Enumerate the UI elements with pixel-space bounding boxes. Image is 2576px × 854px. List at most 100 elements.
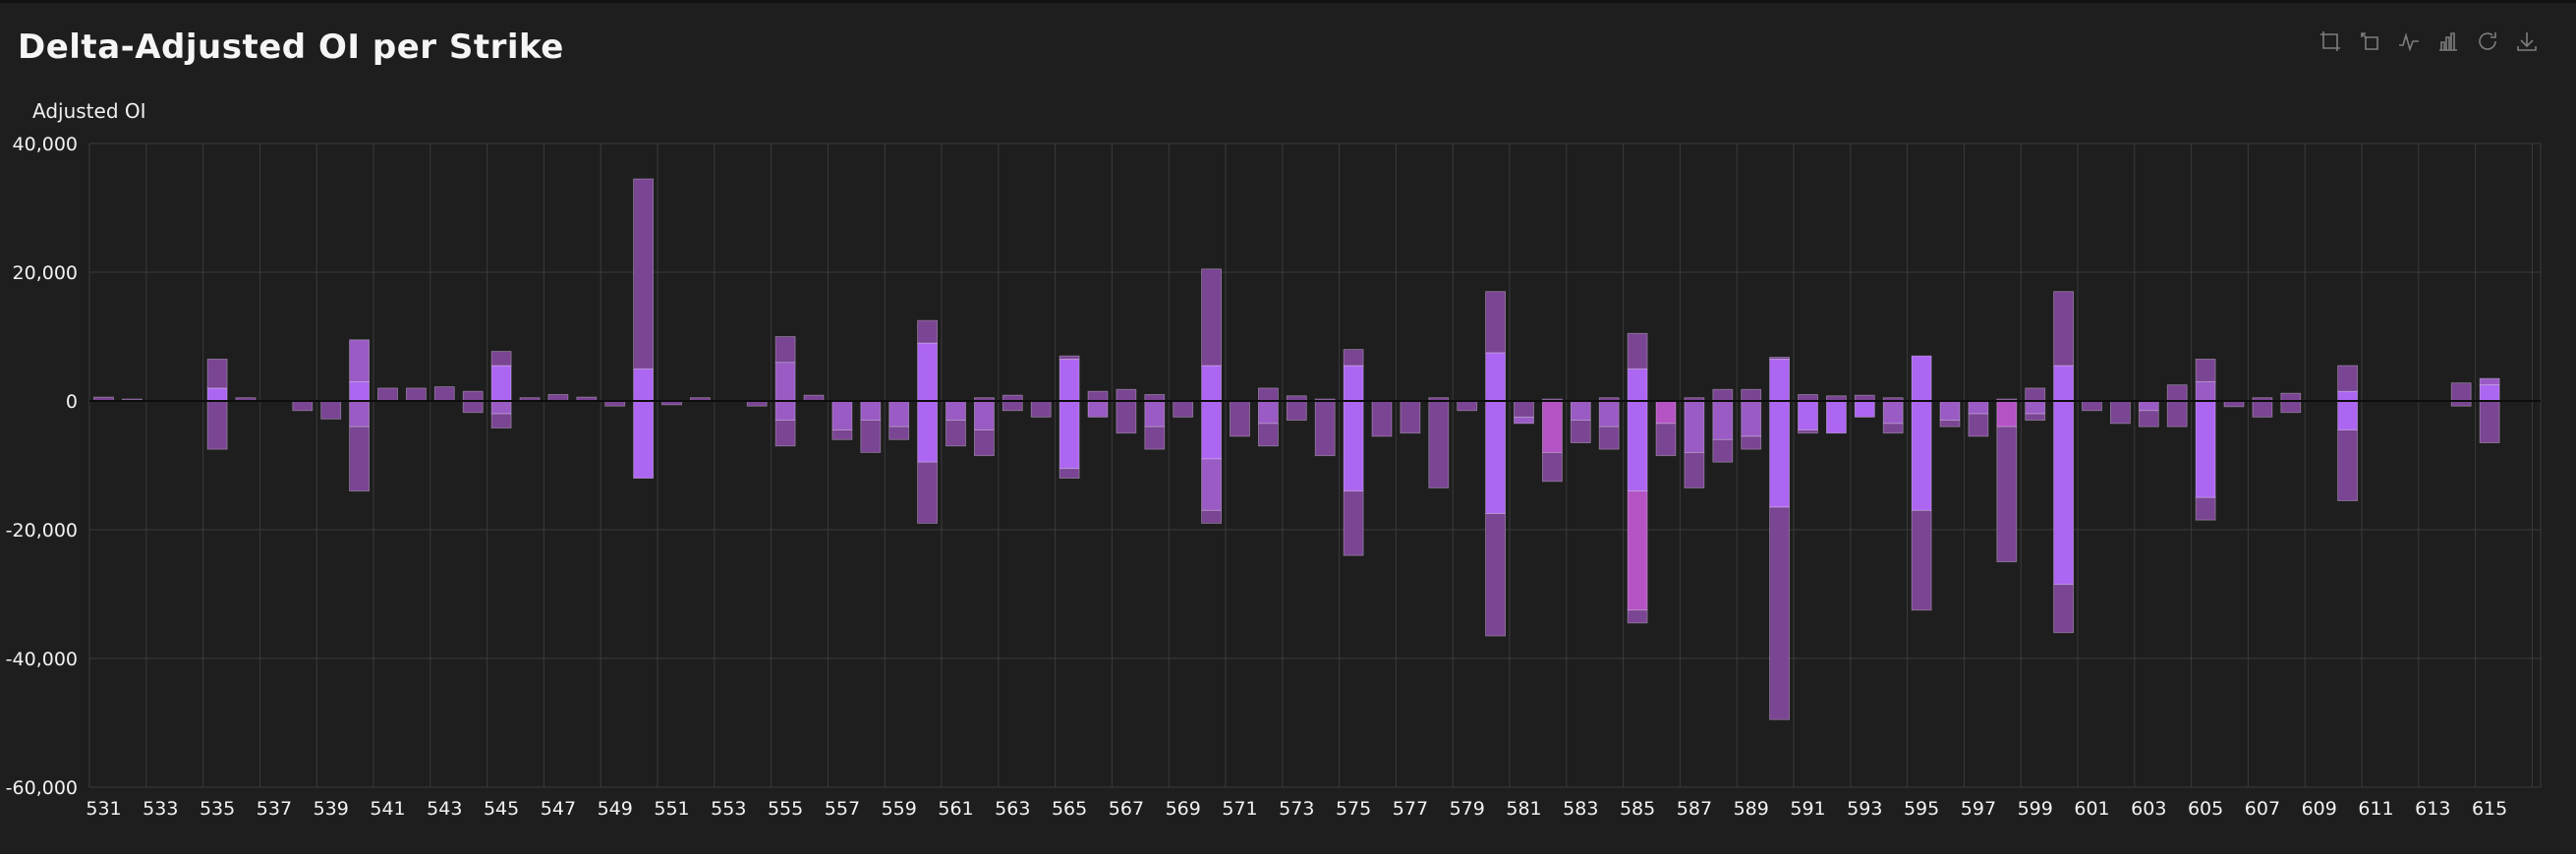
bar-segment[interactable] — [206, 400, 228, 450]
bar-segment[interactable] — [1798, 400, 1818, 430]
bar-segment[interactable] — [1201, 268, 1222, 367]
bar-segment[interactable] — [1144, 426, 1166, 450]
bar-segment[interactable] — [1741, 388, 1762, 402]
bar-chart-icon[interactable] — [2434, 28, 2462, 55]
bar-segment[interactable] — [1087, 390, 1109, 402]
bar-segment[interactable] — [1854, 400, 1875, 418]
bar-segment[interactable] — [2337, 390, 2359, 402]
bar-segment[interactable] — [831, 400, 853, 430]
bar-segment[interactable] — [917, 319, 938, 344]
bar-segment[interactable] — [1485, 400, 1506, 515]
bar-segment[interactable] — [860, 400, 882, 422]
bar-segment[interactable] — [2280, 400, 2302, 414]
bar-segment[interactable] — [2337, 400, 2359, 430]
bar-segment[interactable] — [1627, 332, 1648, 370]
bar-segment[interactable] — [1826, 400, 1847, 434]
bar-segment[interactable] — [1911, 355, 1932, 402]
bar-segment[interactable] — [1343, 349, 1364, 367]
bar-segment[interactable] — [633, 400, 654, 479]
bar-segment[interactable] — [1116, 388, 1137, 402]
bar-segment[interactable] — [377, 387, 398, 402]
zoom-reset-icon[interactable] — [2356, 28, 2383, 55]
bar-segment[interactable] — [888, 426, 910, 440]
bar-segment[interactable] — [2082, 400, 2102, 412]
bar-segment[interactable] — [1598, 426, 1620, 450]
bar-segment[interactable] — [1741, 435, 1762, 450]
bar-segment[interactable] — [1201, 509, 1222, 524]
bar-segment[interactable] — [349, 426, 371, 492]
bar-segment[interactable] — [349, 380, 371, 402]
bar-segment[interactable] — [206, 387, 228, 402]
bar-segment[interactable] — [1059, 355, 1080, 360]
bar-segment[interactable] — [1968, 400, 1989, 415]
bar-segment[interactable] — [774, 362, 796, 402]
bar-segment[interactable] — [1258, 423, 1279, 447]
bar-segment[interactable] — [1627, 609, 1648, 624]
bar-segment[interactable] — [1514, 416, 1534, 425]
bar-segment[interactable] — [1968, 413, 1989, 437]
bar-segment[interactable] — [1996, 426, 2018, 563]
bar-segment[interactable] — [2479, 400, 2500, 443]
bar-segment[interactable] — [633, 368, 654, 402]
bar-segment[interactable] — [1542, 451, 1563, 483]
bar-segment[interactable] — [1570, 420, 1591, 443]
bar-segment[interactable] — [1286, 400, 1307, 422]
zoom-icon[interactable] — [2317, 28, 2344, 55]
bar-segment[interactable] — [974, 429, 995, 457]
bar-segment[interactable] — [1882, 400, 1904, 425]
bar-segment[interactable] — [1173, 400, 1194, 418]
bar-segment[interactable] — [1485, 291, 1506, 354]
bar-segment[interactable] — [2025, 413, 2046, 422]
bar-segment[interactable] — [2053, 291, 2075, 367]
bar-segment[interactable] — [1996, 400, 2018, 427]
bar-segment[interactable] — [1314, 400, 1336, 457]
bar-segment[interactable] — [1882, 423, 1904, 434]
bar-segment[interactable] — [1684, 451, 1705, 488]
bar-segment[interactable] — [1258, 387, 1279, 402]
bar-segment[interactable] — [206, 359, 228, 389]
bar-segment[interactable] — [405, 387, 427, 402]
bar-segment[interactable] — [1542, 400, 1563, 453]
bar-segment[interactable] — [2195, 359, 2216, 382]
bar-segment[interactable] — [1087, 400, 1109, 418]
bar-segment[interactable] — [1712, 400, 1734, 440]
bar-segment[interactable] — [2252, 400, 2273, 418]
bar-segment[interactable] — [945, 400, 966, 422]
bar-segment[interactable] — [1201, 365, 1222, 402]
bar-segment[interactable] — [774, 336, 796, 364]
bar-segment[interactable] — [1655, 423, 1677, 457]
bar-segment[interactable] — [2479, 384, 2500, 402]
bar-segment[interactable] — [1712, 388, 1734, 402]
bar-segment[interactable] — [1939, 420, 1961, 427]
line-chart-icon[interactable] — [2395, 28, 2423, 55]
bar-segment[interactable] — [1939, 400, 1961, 422]
bar-segment[interactable] — [1485, 513, 1506, 637]
bar-segment[interactable] — [292, 400, 314, 412]
bar-segment[interactable] — [1798, 429, 1818, 434]
bar-segment[interactable] — [774, 400, 796, 422]
bar-segment[interactable] — [1769, 359, 1790, 402]
bar-segment[interactable] — [831, 429, 853, 440]
bar-segment[interactable] — [1428, 400, 1450, 488]
bar-segment[interactable] — [462, 390, 484, 402]
bar-segment[interactable] — [1116, 400, 1137, 434]
bar-segment[interactable] — [1911, 509, 1932, 611]
bar-segment[interactable] — [1201, 400, 1222, 460]
bar-segment[interactable] — [1457, 400, 1478, 412]
bar-segment[interactable] — [2025, 387, 2046, 402]
bar-segment[interactable] — [1059, 468, 1080, 479]
bar-segment[interactable] — [917, 461, 938, 524]
restore-icon[interactable] — [2474, 28, 2501, 55]
bar-segment[interactable] — [1627, 490, 1648, 611]
bar-segment[interactable] — [1627, 400, 1648, 492]
bar-segment[interactable] — [2138, 410, 2159, 427]
bar-segment[interactable] — [1059, 400, 1080, 470]
bar-segment[interactable] — [917, 400, 938, 463]
bar-segment[interactable] — [349, 339, 371, 382]
bar-segment[interactable] — [1371, 400, 1393, 437]
bar-segment[interactable] — [1598, 400, 1620, 427]
bar-segment[interactable] — [2166, 384, 2188, 402]
bar-segment[interactable] — [1769, 357, 1790, 360]
bar-segment[interactable] — [1911, 400, 1932, 511]
bar-segment[interactable] — [1144, 400, 1166, 427]
